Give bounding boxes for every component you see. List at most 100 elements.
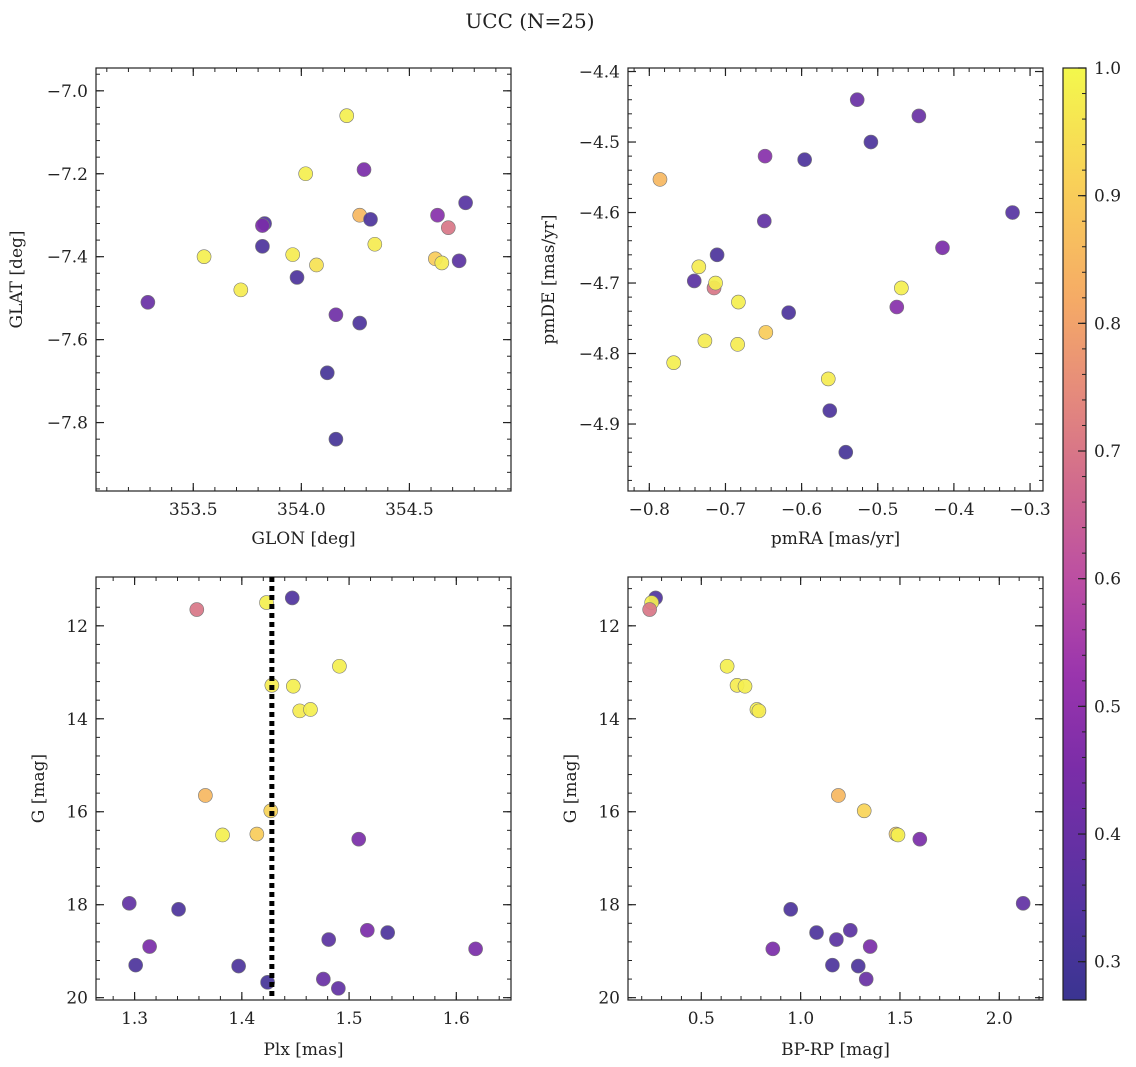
data-point bbox=[822, 403, 838, 418]
data-point bbox=[719, 658, 735, 674]
axis-ticks bbox=[628, 68, 1043, 491]
data-point bbox=[831, 788, 846, 803]
y-tick-label: 20 bbox=[598, 989, 620, 1009]
data-point bbox=[686, 273, 702, 289]
data-point bbox=[652, 172, 668, 187]
data-point bbox=[351, 831, 367, 847]
data-point bbox=[843, 922, 858, 938]
data-point bbox=[849, 92, 865, 108]
data-point bbox=[709, 247, 725, 263]
data-point bbox=[731, 294, 746, 310]
data-point bbox=[198, 788, 213, 803]
y-tick-label: −7.0 bbox=[47, 82, 88, 102]
y-tick-label: 18 bbox=[66, 896, 88, 916]
data-point bbox=[935, 240, 950, 256]
x-tick-label: 1.5 bbox=[336, 1009, 363, 1029]
colorbar-tick-label: 1.0 bbox=[1094, 59, 1121, 79]
data-point bbox=[367, 236, 383, 252]
data-point bbox=[697, 333, 713, 349]
y-tick-label: −4.5 bbox=[579, 133, 620, 153]
colorbar-gradient bbox=[1062, 67, 1087, 1001]
x-tick-label: 354.5 bbox=[385, 500, 434, 520]
x-tick-label: 0.5 bbox=[688, 1009, 715, 1029]
colorbar-tick-label: 0.9 bbox=[1094, 187, 1121, 207]
data-point bbox=[765, 941, 781, 957]
plot-frame bbox=[627, 67, 1044, 492]
data-point bbox=[863, 134, 879, 150]
data-point bbox=[751, 703, 767, 719]
data-point bbox=[797, 152, 812, 167]
data-point bbox=[249, 826, 265, 842]
data-point bbox=[862, 939, 878, 954]
data-point bbox=[434, 255, 450, 271]
x-axis-label: Plx [mas] bbox=[263, 1040, 343, 1060]
data-point bbox=[380, 925, 395, 940]
data-point bbox=[889, 299, 905, 315]
data-point bbox=[757, 148, 773, 164]
data-point bbox=[451, 253, 467, 269]
y-tick-label: −4.8 bbox=[579, 345, 620, 365]
data-point bbox=[708, 275, 723, 291]
y-tick-label: 14 bbox=[66, 710, 88, 730]
y-tick-label: 12 bbox=[598, 617, 620, 637]
x-tick-label: 1.4 bbox=[228, 1009, 255, 1029]
x-tick-label: 353.5 bbox=[169, 500, 218, 520]
data-point bbox=[331, 981, 346, 996]
data-point bbox=[757, 213, 772, 229]
x-tick-label: −0.4 bbox=[933, 500, 974, 520]
y-axis-label: GLAT [deg] bbox=[7, 230, 27, 328]
scatter-points bbox=[652, 92, 1020, 460]
data-point bbox=[140, 295, 156, 310]
y-tick-label: −7.4 bbox=[47, 248, 88, 268]
scatter-panel-1: 353.5 354.0 354.5 −7.0 −7.2 −7.4 −7.6 −7.8 GLON … bbox=[7, 67, 512, 549]
data-point bbox=[321, 932, 337, 947]
data-point bbox=[430, 207, 445, 223]
y-tick-label: 12 bbox=[66, 617, 88, 637]
data-point bbox=[642, 602, 657, 617]
y-tick-label: 20 bbox=[66, 989, 88, 1009]
data-point bbox=[121, 896, 137, 911]
data-point bbox=[441, 220, 456, 235]
data-point bbox=[356, 162, 372, 177]
x-tick-label: −0.7 bbox=[705, 500, 746, 520]
data-point bbox=[309, 257, 324, 273]
data-point bbox=[781, 305, 796, 320]
scatter-panel-3: 1.3 1.4 1.5 1.6 12 14 16 18 20 Plx [mas] G [mag] bbox=[29, 576, 512, 1060]
data-point bbox=[196, 249, 212, 264]
data-point bbox=[286, 678, 301, 694]
x-axis-label: pmRA [mas/yr] bbox=[771, 529, 900, 549]
colorbar-tick-label: 0.7 bbox=[1094, 442, 1121, 462]
colorbar-tick-label: 0.4 bbox=[1094, 825, 1121, 845]
figure-title: UCC (N=25) bbox=[465, 9, 594, 33]
scatter-points bbox=[642, 590, 1031, 987]
panels: 353.5 354.0 354.5 −7.0 −7.2 −7.4 −7.6 −7.8 GLON … bbox=[7, 63, 1051, 1060]
data-point bbox=[363, 212, 378, 227]
data-point bbox=[856, 803, 872, 819]
x-tick-label: −0.3 bbox=[1009, 500, 1050, 520]
colorbar-tick-label: 0.5 bbox=[1094, 697, 1121, 717]
data-point bbox=[128, 957, 143, 973]
y-tick-label: 14 bbox=[598, 710, 620, 730]
data-point bbox=[142, 939, 157, 954]
data-point bbox=[458, 195, 473, 211]
colorbar-tick-label: 0.3 bbox=[1094, 953, 1121, 973]
data-point bbox=[215, 827, 230, 843]
y-tick-label: −7.2 bbox=[47, 165, 88, 185]
x-axis-label: GLON [deg] bbox=[251, 529, 355, 549]
scatter-panel-4: 0.5 1.0 1.5 2.0 12 14 16 18 20 BP-RP [mag] G [mag] bbox=[561, 576, 1044, 1060]
data-point bbox=[894, 280, 909, 296]
data-point bbox=[838, 444, 854, 460]
data-point bbox=[352, 315, 367, 331]
y-tick-label: −7.8 bbox=[47, 414, 88, 434]
data-point bbox=[911, 108, 927, 124]
y-tick-label: −4.7 bbox=[579, 274, 620, 294]
x-tick-label: 354.0 bbox=[277, 500, 326, 520]
x-tick-label: −0.8 bbox=[629, 500, 670, 520]
data-point bbox=[328, 307, 344, 323]
colorbar: 0.3 0.4 0.5 0.6 0.7 0.8 0.9 1.0 bbox=[1062, 59, 1121, 1001]
x-tick-label: 2.0 bbox=[986, 1009, 1013, 1029]
data-point bbox=[468, 941, 483, 957]
data-point bbox=[171, 902, 186, 917]
y-tick-label: −4.9 bbox=[579, 415, 620, 435]
